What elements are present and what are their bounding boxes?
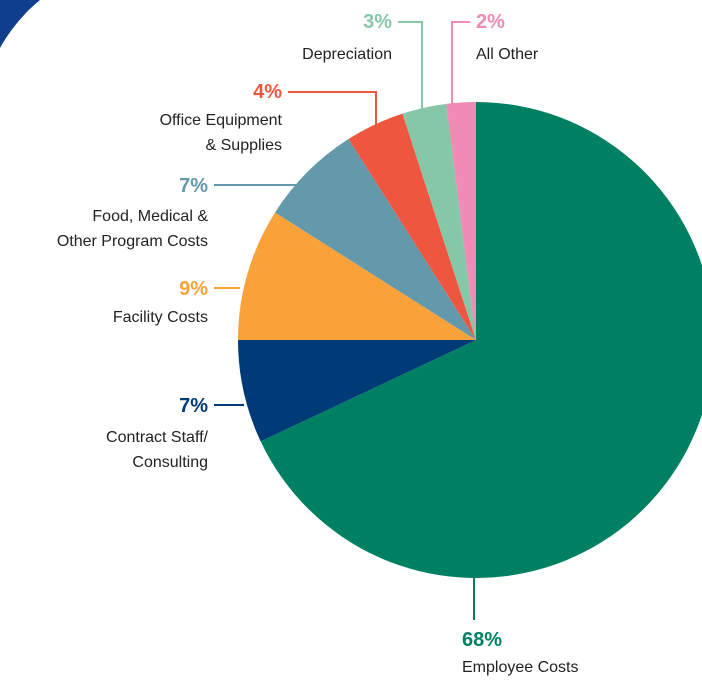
- pie-slice: [275, 139, 476, 340]
- category-label: Facility Costs: [112, 309, 208, 326]
- pie-slice: [238, 340, 476, 442]
- pie-slice: [446, 102, 476, 340]
- pie-slice: [238, 212, 476, 340]
- category-label: Office Equipment & Supplies: [159, 112, 282, 154]
- pie-slice: [348, 113, 476, 340]
- pie-slice: [260, 102, 702, 578]
- category-label: Food, Medical & Other Program Costs: [56, 208, 208, 250]
- value-label: 2%: [476, 11, 505, 33]
- leader-line: [451, 21, 470, 105]
- category-label: All Other: [476, 46, 539, 63]
- decoration: [0, 0, 40, 48]
- leader-line: [398, 21, 423, 110]
- category-label: Depreciation: [302, 46, 392, 63]
- value-label: 7%: [179, 175, 208, 197]
- category-label: Employee Costs: [462, 659, 579, 676]
- leader-line: [288, 91, 377, 130]
- pie-slice: [402, 103, 476, 340]
- value-label: 9%: [179, 278, 208, 300]
- value-label: 4%: [253, 81, 282, 103]
- value-label: 68%: [462, 629, 503, 651]
- category-label: Contract Staff/ Consulting: [106, 429, 208, 471]
- value-label: 3%: [363, 11, 392, 33]
- value-label: 7%: [179, 395, 208, 417]
